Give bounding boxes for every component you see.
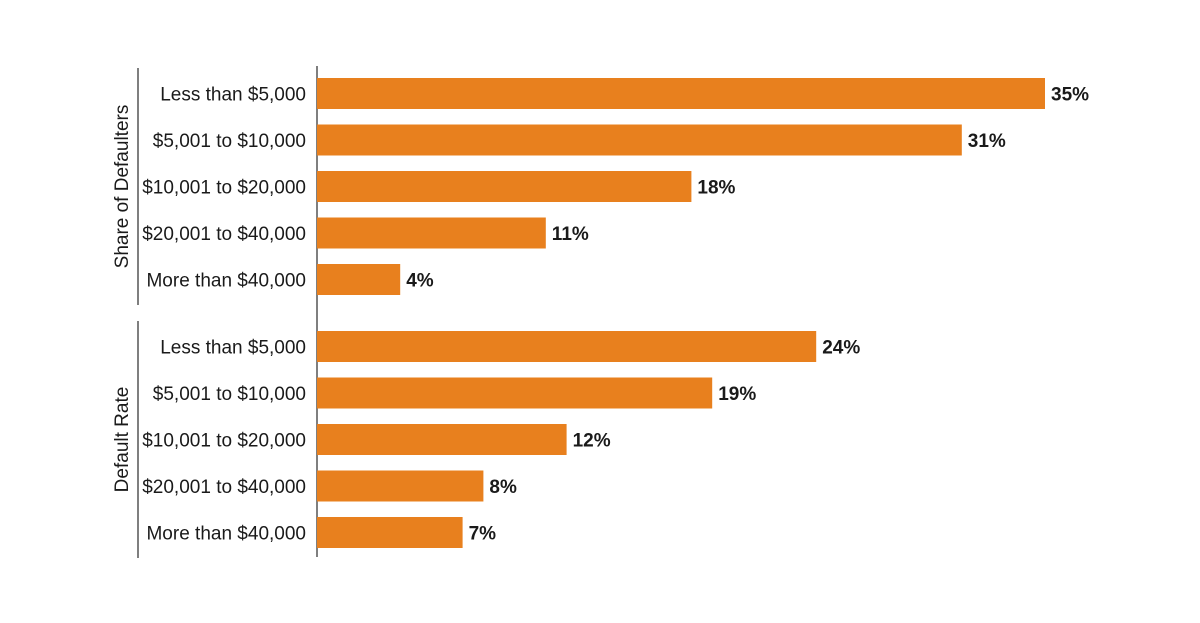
- bar: [317, 217, 546, 249]
- bar: [317, 377, 713, 409]
- value-label: 18%: [697, 178, 735, 199]
- group-label: Share of Defaulters: [112, 105, 133, 269]
- category-label: $10,001 to $20,000: [142, 431, 306, 452]
- value-label: 31%: [968, 131, 1006, 152]
- value-label: 12%: [573, 431, 611, 452]
- group-label: Default Rate: [112, 387, 133, 493]
- chart-groups: Less than $5,000 35% $5,001 to $10,000 31% $…: [112, 68, 1089, 558]
- value-label: 7%: [469, 524, 497, 545]
- category-label: More than $40,000: [146, 524, 306, 545]
- category-label: Less than $5,000: [160, 338, 306, 359]
- value-label: 19%: [718, 384, 756, 405]
- bar-group: Less than $5,000 24% $5,001 to $10,000 19% $…: [112, 321, 860, 558]
- value-label: 35%: [1051, 85, 1089, 106]
- category-label: $20,001 to $40,000: [142, 477, 306, 498]
- bar: [317, 424, 567, 455]
- bar: [317, 331, 817, 362]
- bar: [317, 264, 401, 295]
- value-label: 24%: [822, 338, 860, 359]
- bar-group: Less than $5,000 35% $5,001 to $10,000 31% $…: [112, 68, 1089, 305]
- bar: [317, 171, 692, 202]
- value-label: 8%: [489, 477, 517, 498]
- category-label: $10,001 to $20,000: [142, 178, 306, 199]
- category-label: $20,001 to $40,000: [142, 224, 306, 245]
- category-label: Less than $5,000: [160, 85, 306, 106]
- bar: [317, 517, 463, 548]
- category-label: $5,001 to $10,000: [153, 131, 306, 152]
- category-label: $5,001 to $10,000: [153, 384, 306, 405]
- bar: [317, 78, 1045, 109]
- bar: [317, 124, 962, 156]
- bar: [317, 470, 484, 502]
- category-label: More than $40,000: [146, 271, 306, 292]
- value-label: 4%: [406, 271, 434, 292]
- value-label: 11%: [552, 224, 589, 245]
